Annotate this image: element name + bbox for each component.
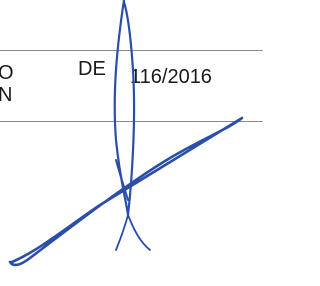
signature xyxy=(0,0,263,286)
page: O N DE 116/2016 (() => { const data = JS… xyxy=(0,0,263,286)
signature-stroke xyxy=(116,215,150,250)
